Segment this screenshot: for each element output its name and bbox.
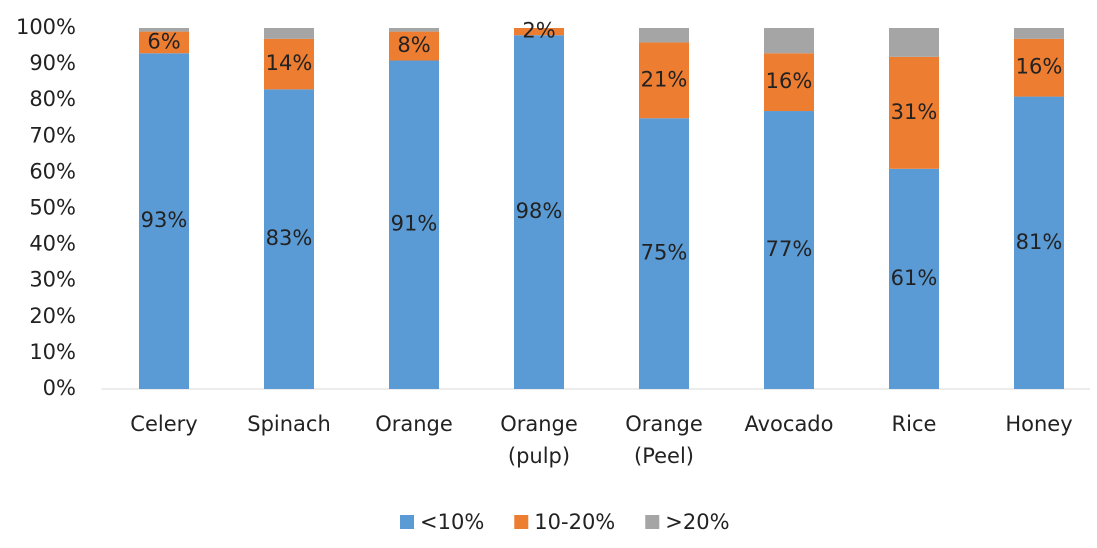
x-tick-label: Orange bbox=[375, 412, 453, 436]
data-label: 16% bbox=[766, 69, 813, 93]
y-tick-label: 50% bbox=[29, 196, 76, 220]
x-tick-label: Avocado bbox=[744, 412, 834, 436]
bar-segment bbox=[139, 28, 189, 32]
x-tick-label: Honey bbox=[1005, 412, 1073, 436]
data-label: 16% bbox=[1016, 55, 1063, 79]
bar-segment bbox=[639, 42, 689, 119]
legend-label: <10% bbox=[420, 510, 484, 534]
bar-segment bbox=[764, 28, 814, 54]
bar-segment bbox=[889, 28, 939, 57]
legend-label: >20% bbox=[665, 510, 729, 534]
data-label: 81% bbox=[1016, 230, 1063, 254]
bar-segment bbox=[764, 111, 814, 389]
y-tick-label: 60% bbox=[29, 159, 76, 183]
data-label: 75% bbox=[641, 241, 688, 265]
bar-segment bbox=[264, 38, 314, 90]
legend-swatch bbox=[400, 515, 414, 529]
bar-segment bbox=[389, 31, 439, 61]
y-tick-label: 10% bbox=[29, 340, 76, 364]
bar-segment bbox=[264, 28, 314, 39]
bar-segment bbox=[514, 35, 564, 389]
bar-segment bbox=[139, 53, 189, 390]
bar-segment bbox=[264, 89, 314, 390]
bar-segment bbox=[389, 28, 439, 32]
data-label: 83% bbox=[266, 226, 313, 250]
bar-segment bbox=[139, 31, 189, 54]
x-tick-label: Orange (pulp) bbox=[500, 412, 578, 468]
legend-swatch bbox=[645, 515, 660, 529]
bar-segment bbox=[1014, 38, 1064, 97]
x-tick-label: Spinach bbox=[247, 412, 331, 436]
y-tick-label: 90% bbox=[29, 51, 76, 75]
data-label: 61% bbox=[891, 266, 938, 290]
y-tick-label: 30% bbox=[29, 268, 76, 292]
data-label: 98% bbox=[516, 199, 563, 223]
legend-label: 10-20% bbox=[534, 510, 615, 534]
x-tick-label: Celery bbox=[130, 412, 198, 436]
data-label: 6% bbox=[147, 29, 180, 53]
data-label: 93% bbox=[141, 208, 188, 232]
bar-segment bbox=[764, 53, 814, 112]
y-tick-label: 100% bbox=[16, 15, 76, 39]
data-label: 77% bbox=[766, 237, 813, 261]
data-label: 14% bbox=[266, 51, 313, 75]
data-label: 91% bbox=[391, 212, 438, 236]
bar-segment bbox=[889, 168, 939, 389]
data-label: 31% bbox=[891, 100, 938, 124]
y-tick-label: 40% bbox=[29, 232, 76, 256]
x-tick-label: Rice bbox=[891, 412, 937, 436]
y-tick-label: 0% bbox=[43, 376, 76, 400]
x-tick-label: Orange (Peel) bbox=[625, 412, 703, 468]
legend-swatch bbox=[514, 515, 529, 529]
bar-segment bbox=[514, 28, 564, 36]
bar-segment bbox=[889, 56, 939, 169]
bar-segment bbox=[1014, 28, 1064, 39]
y-tick-label: 20% bbox=[29, 304, 76, 328]
y-tick-label: 80% bbox=[29, 87, 76, 111]
data-label: 21% bbox=[641, 67, 688, 91]
bar-segment bbox=[639, 28, 689, 43]
bar-segment bbox=[389, 60, 439, 390]
bar-segment bbox=[1014, 96, 1064, 389]
y-tick-label: 70% bbox=[29, 123, 76, 147]
data-label: 8% bbox=[397, 33, 430, 57]
data-label: 2% bbox=[522, 19, 555, 43]
bar-segment bbox=[639, 118, 689, 389]
